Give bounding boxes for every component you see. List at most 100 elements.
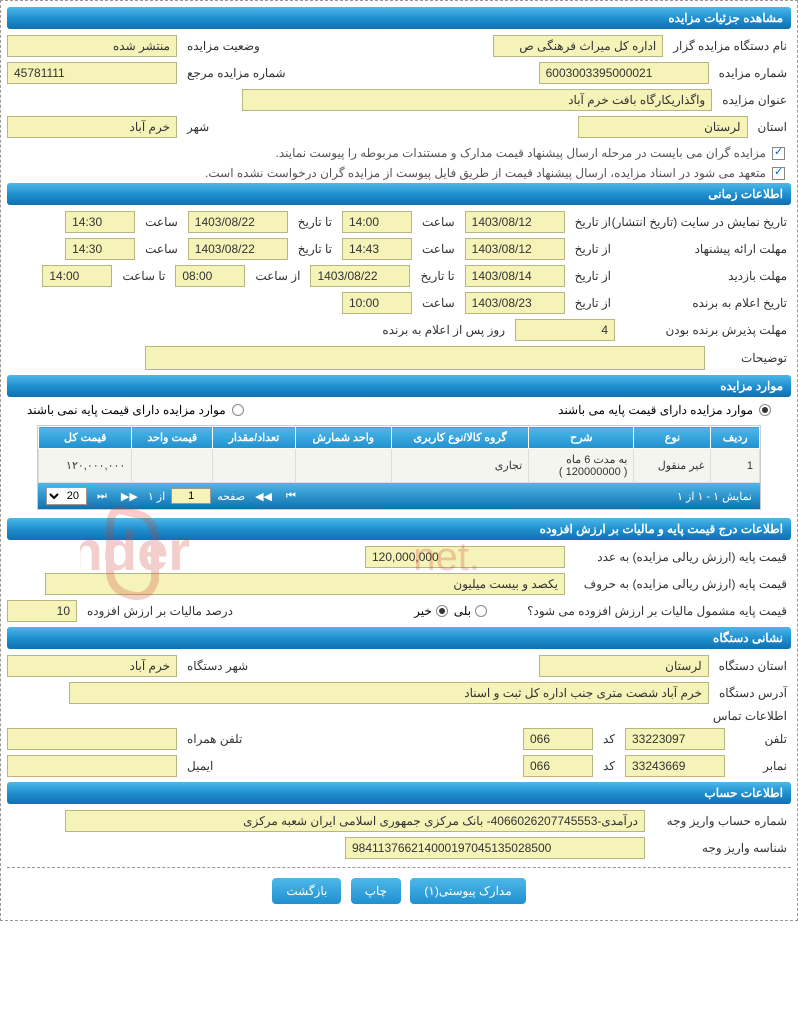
email-value [7, 755, 177, 777]
accept-days: 4 [515, 319, 615, 341]
no-base-label: موارد مزایده دارای قیمت پایه نمی باشند [27, 403, 226, 417]
section-header-org: نشانی دستگاه [7, 627, 791, 649]
announce-time: 10:00 [342, 292, 412, 314]
from-label-2: از تاریخ [571, 242, 615, 256]
pager-of: از ۱ [148, 490, 165, 503]
mobile-value [7, 728, 177, 750]
accept-suffix: روز پس از اعلام به برنده [378, 323, 509, 337]
contact-label: اطلاعات تماس [709, 709, 791, 723]
base-text-value: یکصد و بیست میلیون [45, 573, 565, 595]
pager-next-icon[interactable]: ▶▶ [117, 490, 142, 503]
id-label: شناسه واریز وجه [651, 841, 791, 855]
items-table: ردیف نوع شرح گروه کالا/نوع کاربری واحد ش… [38, 426, 760, 483]
offer-from-time: 14:43 [342, 238, 412, 260]
pager: نمایش ۱ - ۱ از ۱ ⏮ ◀◀ صفحه از ۱ ▶▶ ⏭ 20 [38, 483, 760, 509]
phone-label: تلفن [731, 732, 791, 746]
note1-text: مزایده گران می بایست در مرحله ارسال پیشن… [276, 146, 766, 160]
to-time-label: تا ساعت [118, 269, 169, 283]
accept-label: مهلت پذیرش برنده بودن [621, 323, 791, 337]
cell-desc: به مدت 6 ماه ( 120000000 ) [529, 449, 634, 483]
col-row: ردیف [711, 427, 760, 449]
publish-label: تاریخ نمایش در سایت (تاریخ انتشار) [621, 215, 791, 229]
announce-label: تاریخ اعلام به برنده [621, 296, 791, 310]
fax-label: نمابر [731, 759, 791, 773]
pager-page-input[interactable] [171, 488, 211, 504]
vat-yes-label: بلی [454, 604, 471, 618]
fax-value: 33243669 [625, 755, 725, 777]
pager-prev-icon[interactable]: ◀◀ [251, 490, 276, 503]
vat-no-radio[interactable] [436, 605, 448, 617]
to-label-3: تا تاریخ [416, 269, 458, 283]
from-label-1: از تاریخ [571, 215, 615, 229]
org-label: نام دستگاه مزایده گزار [669, 39, 791, 53]
status-value: منتشر شده [7, 35, 177, 57]
fax-code-label: کد [599, 759, 619, 773]
org-value: اداره کل میراث فرهنگی ص [493, 35, 663, 57]
pager-last-icon[interactable]: ⏭ [93, 490, 111, 503]
org-address-label: آدرس دستگاه [715, 686, 791, 700]
section-header-details: مشاهده جزئیات مزایده [7, 7, 791, 29]
notes-label: توضیحات [711, 351, 791, 365]
print-button[interactable]: چاپ [351, 878, 401, 904]
ref-value: 45781111 [7, 62, 177, 84]
phone-value: 33223097 [625, 728, 725, 750]
time-label-5: ساعت [418, 296, 459, 310]
visit-label: مهلت بازدید [621, 269, 791, 283]
cell-qty [213, 449, 295, 483]
time-label-1: ساعت [418, 215, 459, 229]
vat-yes-radio[interactable] [475, 605, 487, 617]
pager-size-select[interactable]: 20 [46, 487, 87, 505]
cell-unit [295, 449, 391, 483]
col-unit: واحد شمارش [295, 427, 391, 449]
fax-code-value: 066 [523, 755, 593, 777]
has-base-radio[interactable] [759, 404, 771, 416]
org-address-value: خرم آباد شصت متری جنب اداره کل ثبت و اسن… [69, 682, 709, 704]
org-city-value: خرم آباد [7, 655, 177, 677]
time-label-2: ساعت [141, 215, 182, 229]
section-header-items: موارد مزایده [7, 375, 791, 397]
cell-row: 1 [711, 449, 760, 483]
note2-text: متعهد می شود در اسناد مزایده، ارسال پیشن… [205, 166, 766, 180]
acct-value: درآمدی-4066026207745553- بانک مرکزی جمهو… [65, 810, 645, 832]
vat-pct-label: درصد مالیات بر ارزش افزوده [83, 604, 237, 618]
from-time-label: از ساعت [251, 269, 304, 283]
visit-from: 1403/08/14 [465, 265, 565, 287]
col-total: قیمت کل [39, 427, 132, 449]
phone-code-value: 066 [523, 728, 593, 750]
vat-pct-value: 10 [7, 600, 77, 622]
org-province-label: استان دستگاه [715, 659, 791, 673]
back-button[interactable]: بازگشت [272, 878, 341, 904]
attach-button[interactable]: مدارک پیوستی(۱) [410, 878, 525, 904]
publish-from-time: 14:00 [342, 211, 412, 233]
id-value: 984113766214000197045135028500 [345, 837, 645, 859]
to-label-2: تا تاریخ [294, 242, 336, 256]
status-label: وضعیت مزایده [183, 39, 264, 53]
table-row[interactable]: 1 غیر منقول به مدت 6 ماه ( 120000000 ) ت… [39, 449, 760, 483]
time-label-3: ساعت [418, 242, 459, 256]
button-bar: مدارک پیوستی(۱) چاپ بازگشت [7, 867, 791, 914]
title-value: واگذاریکارگاه بافت خرم آباد [242, 89, 712, 111]
vat-no-label: خیر [414, 604, 432, 618]
number-label: شماره مزایده [715, 66, 791, 80]
base-num-label: قیمت پایه (ارزش ریالی مزایده) به عدد [571, 550, 791, 564]
col-type: نوع [634, 427, 711, 449]
no-base-radio[interactable] [232, 404, 244, 416]
ref-label: شماره مزایده مرجع [183, 66, 290, 80]
col-group: گروه کالا/نوع کاربری [391, 427, 528, 449]
city-value: خرم آباد [7, 116, 177, 138]
number-value: 6003003395000021 [539, 62, 709, 84]
city-label: شهر [183, 120, 213, 134]
org-province-value: لرستان [539, 655, 709, 677]
items-table-wrap: ردیف نوع شرح گروه کالا/نوع کاربری واحد ش… [37, 425, 761, 510]
col-desc: شرح [529, 427, 634, 449]
section-header-timing: اطلاعات زمانی [7, 183, 791, 205]
province-value: لرستان [578, 116, 748, 138]
cell-total: ۱۲۰,۰۰۰,۰۰۰ [39, 449, 132, 483]
offer-to-time: 14:30 [65, 238, 135, 260]
visit-to-time: 14:00 [42, 265, 112, 287]
note2-checkbox [772, 167, 785, 180]
section-header-pricing: اطلاعات درج قیمت پایه و مالیات بر ارزش ا… [7, 518, 791, 540]
pager-page-label: صفحه [217, 490, 245, 503]
vat-q-label: قیمت پایه مشمول مالیات بر ارزش افزوده می… [523, 604, 791, 618]
pager-first-icon[interactable]: ⏮ [282, 490, 300, 503]
